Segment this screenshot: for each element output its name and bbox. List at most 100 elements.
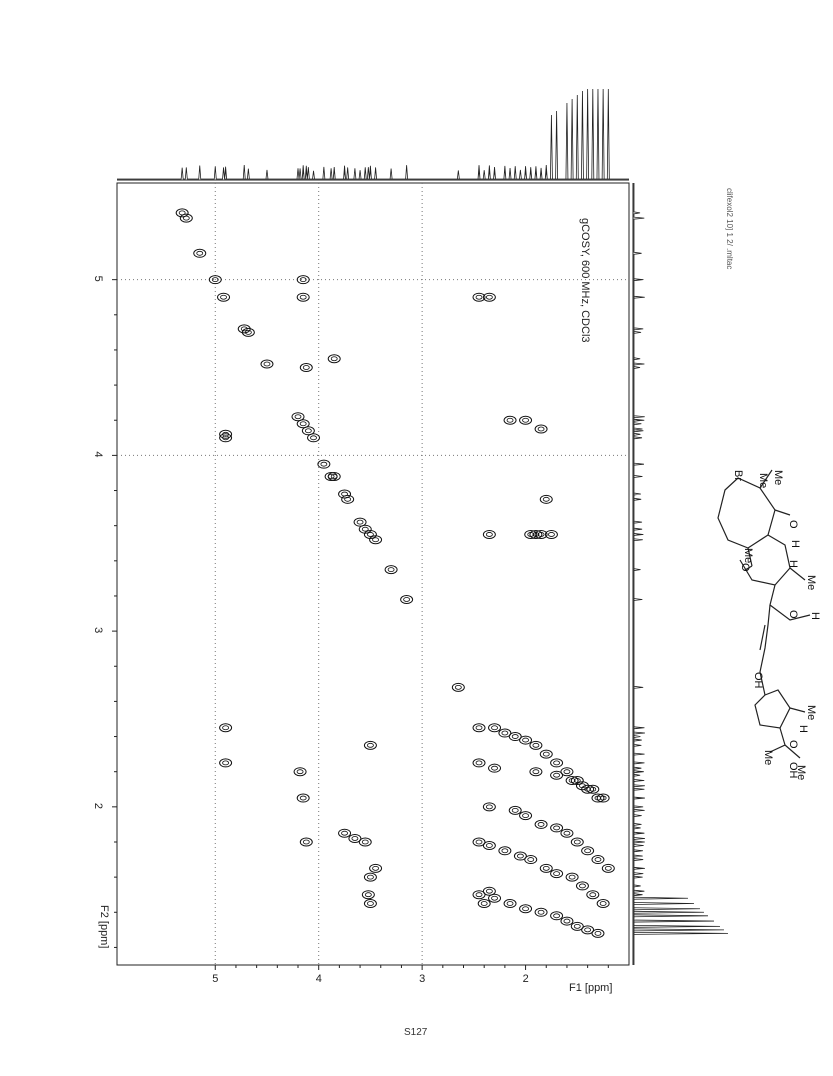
peak-contour-inner	[183, 216, 189, 220]
peak-contour-inner	[492, 766, 498, 770]
peak-contour	[587, 891, 599, 899]
peak-contour-inner	[342, 831, 348, 835]
peak-contour	[489, 764, 501, 772]
peak-contour-inner	[523, 418, 529, 422]
peak	[478, 899, 490, 907]
plot-frame	[117, 183, 629, 965]
peak-contour	[401, 595, 413, 603]
peak	[551, 870, 563, 878]
peak-contour	[566, 776, 578, 784]
peak	[483, 887, 495, 895]
dotted-guides	[117, 183, 629, 965]
peak-contour	[530, 530, 542, 538]
peak	[592, 794, 604, 802]
peak	[318, 460, 330, 468]
molecule-atom-label: H	[789, 540, 801, 548]
x-axis-label: F1 [ppm]	[569, 982, 612, 994]
molecule-atom-label: Me	[805, 575, 817, 590]
peak-contour-inner	[300, 796, 306, 800]
peak	[218, 293, 230, 301]
peak-contour	[509, 806, 521, 814]
peak-contour-inner	[538, 822, 544, 826]
peak-contour-inner	[357, 520, 363, 524]
peak	[401, 595, 413, 603]
peak-contour-inner	[538, 910, 544, 914]
peak	[499, 847, 511, 855]
peak	[540, 750, 552, 758]
peak-contour-inner	[352, 836, 358, 840]
peak	[489, 764, 501, 772]
peak-contour-inner	[507, 418, 513, 422]
peak	[551, 912, 563, 920]
peak-contour-inner	[373, 866, 379, 870]
peak-contour	[551, 771, 563, 779]
page-number: S127	[404, 1027, 427, 1038]
peak	[370, 864, 382, 872]
peak-contour	[551, 824, 563, 832]
peak-contour-inner	[492, 726, 498, 730]
peak-contour-inner	[486, 805, 492, 809]
peak-contour-inner	[523, 738, 529, 742]
peak-contour-inner	[373, 538, 379, 542]
right-projection-trace	[634, 183, 728, 965]
peak-contour	[362, 891, 374, 899]
molecule-atom-label: H	[809, 612, 821, 620]
peak	[602, 864, 614, 872]
peak	[300, 364, 312, 372]
peak-contour-inner	[574, 840, 580, 844]
peak-contour	[452, 683, 464, 691]
peak-contour	[525, 856, 537, 864]
peak-contour	[592, 794, 604, 802]
peak	[328, 355, 340, 363]
peak-contour-inner	[585, 928, 591, 932]
peak-contour	[370, 864, 382, 872]
peak-contour-inner	[197, 251, 203, 255]
peak-contour	[483, 530, 495, 538]
peak	[342, 495, 354, 503]
peak-contour	[597, 794, 609, 802]
peak	[300, 838, 312, 846]
peak-contour-inner	[367, 743, 373, 747]
top-projection	[117, 89, 629, 179]
peak	[297, 293, 309, 301]
peak-contour-inner	[295, 415, 301, 419]
peak	[504, 416, 516, 424]
x-axis-ticks: 5 4 3 2	[212, 965, 608, 985]
peak-contour-inner	[481, 901, 487, 905]
peak-contour	[504, 416, 516, 424]
peak-contour-inner	[305, 429, 311, 433]
peak-contour	[194, 249, 206, 257]
peak-contour-inner	[404, 597, 410, 601]
peak	[308, 434, 320, 442]
peak-contour-inner	[365, 893, 371, 897]
peak-contour	[318, 460, 330, 468]
peak-contour	[359, 838, 371, 846]
y-tick-label: 4	[92, 451, 104, 457]
peak-contour-inner	[543, 752, 549, 756]
peak-contour-inner	[264, 362, 270, 366]
peak-contour	[220, 724, 232, 732]
peak-contour	[530, 768, 542, 776]
y-axis-ticks: 5 4 3 2	[92, 276, 117, 948]
peak	[592, 929, 604, 937]
peak-contour-inner	[528, 858, 534, 862]
peak-contour-inner	[502, 849, 508, 853]
peak	[587, 891, 599, 899]
peak-contour-inner	[554, 872, 560, 876]
peak	[535, 908, 547, 916]
peak-contour-inner	[554, 761, 560, 765]
peak-contour	[297, 276, 309, 284]
peak-contour-inner	[492, 896, 498, 900]
peak-contour-inner	[486, 844, 492, 848]
peak-contour-inner	[554, 914, 560, 918]
peak-contour-inner	[554, 773, 560, 777]
peak-contour	[571, 838, 583, 846]
peak-contour-inner	[367, 875, 373, 879]
peak-contour-inner	[331, 357, 337, 361]
peak-contour	[300, 838, 312, 846]
peak-contour	[499, 847, 511, 855]
peak	[504, 899, 516, 907]
molecule-atom-label: OH	[787, 762, 799, 779]
peak	[535, 425, 547, 433]
y-tick-label: 2	[92, 803, 104, 809]
